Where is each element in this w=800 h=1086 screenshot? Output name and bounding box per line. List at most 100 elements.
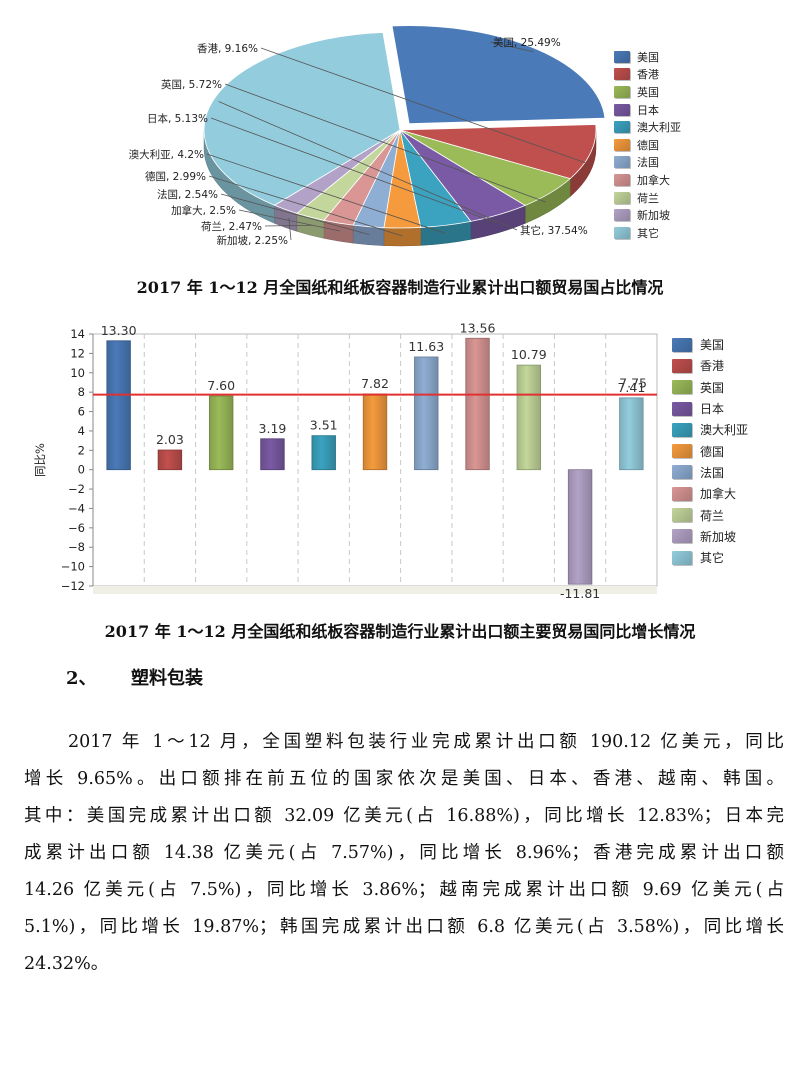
pie-legend-label: 加拿大	[637, 173, 670, 187]
bar-legend-item: 澳大利亚	[672, 419, 748, 440]
pie-legend-item: 其它	[614, 224, 681, 242]
pie-legend-label: 德国	[637, 138, 659, 152]
pie-slice-label: 法国, 2.54%	[157, 188, 218, 201]
bar-legend-label: 美国	[700, 338, 725, 353]
pie-slice-label: 澳大利亚, 4.2%	[129, 148, 204, 161]
pie-slices	[203, 25, 606, 229]
bar-legend-swatch	[672, 401, 692, 416]
pie-leader-line	[264, 224, 313, 227]
section-number: 2、	[66, 668, 97, 689]
paragraph-line: 2017 年 1～12 月，全国塑料包装行业完成累计出口额 190.12 亿美元…	[68, 732, 784, 752]
pie-leader-line	[260, 47, 586, 163]
pie-legend-item: 德国	[614, 136, 681, 154]
pie-legend-item: 澳大利亚	[614, 118, 681, 136]
pie-legend-item: 英国	[614, 83, 681, 101]
bar-legend-swatch	[672, 380, 692, 395]
pie-slice-label: 德国, 2.99%	[145, 170, 206, 183]
pie-legend-item: 美国	[614, 48, 681, 66]
y-tick-label: 14	[70, 327, 85, 341]
bar	[157, 449, 183, 471]
pie-labels: 美国, 25.49% 香港, 9.16% 英国, 5.72% 日本, 5.13% 澳大利…	[129, 36, 588, 247]
pie-leader-line	[224, 83, 546, 203]
bar-legend-label: 日本	[700, 402, 725, 417]
pie-legend-label: 新加坡	[637, 209, 670, 223]
pie-legend-item: 加拿大	[614, 171, 681, 189]
y-tick-label: 2	[78, 443, 85, 457]
y-tick-label: −10	[61, 560, 85, 574]
pie-legend-label: 法国	[637, 156, 659, 170]
bar-chart-caption: 2017 年 1～12 月全国纸和纸板容器制造行业累计出口额主要贸易国同比增长情…	[104, 622, 696, 641]
bar-legend-item: 香港	[672, 355, 748, 376]
bar-legend-label: 法国	[700, 465, 725, 480]
pie-leader-line	[210, 117, 497, 224]
pie-legend: 美国 香港 英国 日本 澳大利亚 德国 法国 加拿大 荷兰 新加坡 其它	[614, 48, 681, 242]
pie-legend-item: 荷兰	[614, 189, 681, 207]
pie-legend-swatch	[614, 209, 630, 222]
pie-legend-item: 新加坡	[614, 206, 681, 224]
bar-legend-label: 荷兰	[700, 508, 725, 523]
bar-value-label: 13.30	[101, 323, 137, 338]
pie-slice	[399, 124, 597, 180]
bar-legend-label: 加拿大	[700, 487, 737, 502]
paragraph-line: 成累计出口额 14.38 亿美元(占 7.57%)，同比增长 8.96%；香港完…	[24, 843, 784, 863]
pie-slice-label: 英国, 5.72%	[161, 78, 222, 91]
bar-value-label: 7.41	[617, 380, 645, 395]
pie-slice-side	[352, 224, 385, 246]
bar-value-label: 3.51	[310, 418, 338, 433]
bar	[311, 435, 336, 471]
bar-legend-label: 新加坡	[700, 529, 737, 544]
pie-slice	[203, 31, 401, 206]
bar-legend-swatch	[672, 444, 692, 459]
bar-legend-swatch	[672, 486, 692, 501]
pie-chart: 美国, 25.49% 香港, 9.16% 英国, 5.72% 日本, 5.13% 澳大利…	[129, 25, 606, 247]
bar-legend-item: 其它	[672, 547, 748, 568]
paragraph-line: 其中：美国完成累计出口额 32.09 亿美元(占 16.88%)，同比增长 12…	[24, 806, 784, 826]
bar-legend-label: 香港	[700, 359, 725, 374]
y-axis-label: 同比%	[33, 443, 47, 477]
bar	[260, 438, 285, 471]
pie-slice-label: 加拿大, 2.5%	[171, 204, 236, 217]
bar-value-label: 7.82	[361, 376, 389, 391]
y-tick-label: −12	[61, 579, 85, 593]
bar-legend-swatch	[672, 550, 692, 565]
bar-legend-item: 新加坡	[672, 526, 748, 547]
bar-legend-swatch	[672, 358, 692, 373]
pie-legend-swatch	[614, 85, 630, 98]
bar	[208, 395, 234, 471]
pie-legend-swatch	[614, 103, 630, 116]
pie-legend-swatch	[614, 173, 630, 186]
pie-leader-line	[218, 101, 518, 231]
bar-legend-swatch	[672, 465, 692, 480]
bar-legend-label: 其它	[700, 551, 725, 566]
paragraph-line: 14.26 亿美元(占 7.5%)，同比增长 3.86%；越南完成累计出口额 9…	[24, 880, 784, 900]
bar-legend-item: 日本	[672, 398, 748, 419]
bar-legend-label: 德国	[700, 444, 725, 459]
pie-legend-label: 澳大利亚	[637, 121, 681, 135]
pie-leader-line	[288, 217, 292, 241]
paragraph-line: 增长 9.65%。出口额排在前五位的国家依次是美国、日本、香港、越南、韩国。	[24, 769, 784, 789]
bar-legend-swatch	[672, 508, 692, 523]
y-tick-label: 12	[70, 346, 85, 360]
bar-value-label: 10.79	[511, 347, 547, 362]
y-tick-label: 0	[78, 463, 85, 477]
plot-floor	[93, 586, 657, 594]
pie-legend-swatch	[614, 156, 630, 169]
pie-legend-swatch	[614, 191, 630, 204]
bar-legend-item: 荷兰	[672, 504, 748, 525]
bar-value-label: 3.19	[259, 421, 287, 436]
pie-leader-line	[220, 193, 370, 236]
bar-legend-item: 美国	[672, 334, 748, 355]
y-tick-label: 4	[78, 424, 85, 438]
bar-value-label: 7.60	[207, 378, 235, 393]
bar-value-label: 2.03	[156, 432, 184, 447]
y-tick-label: −2	[68, 482, 85, 496]
bar	[106, 340, 131, 471]
bar	[465, 337, 490, 471]
pie-legend-swatch	[614, 138, 630, 151]
y-tick-label: −8	[68, 540, 85, 554]
pie-slice-label: 其它, 37.54%	[520, 224, 588, 237]
bar	[567, 469, 593, 585]
y-tick-label: 6	[78, 405, 85, 419]
pie-legend-label: 日本	[637, 103, 659, 117]
y-tick-label: 8	[78, 385, 85, 399]
